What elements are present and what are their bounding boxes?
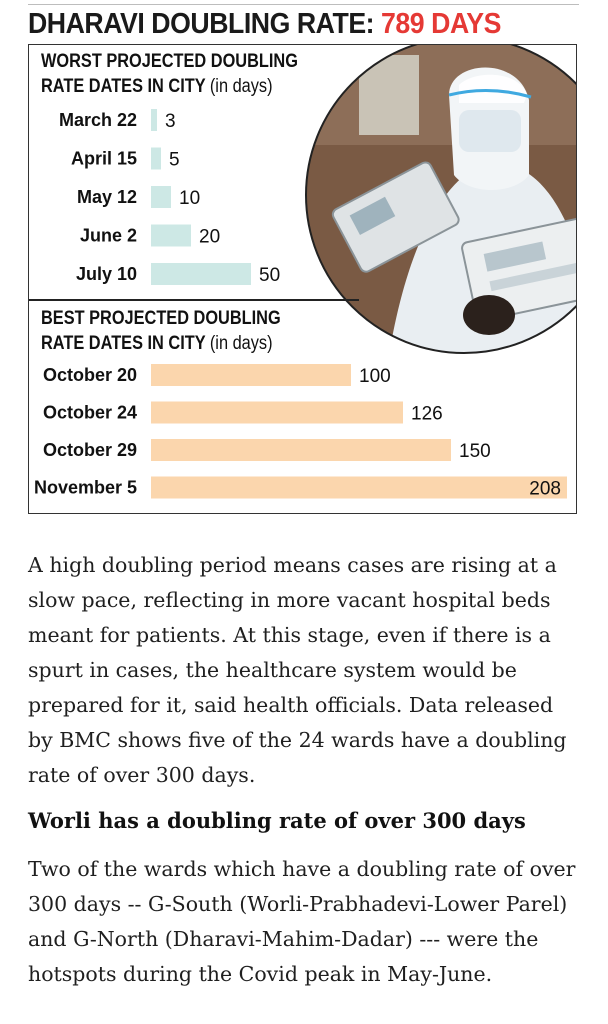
best-value-label: 150 xyxy=(459,441,491,462)
worst-value-label: 10 xyxy=(179,188,200,209)
best-bar xyxy=(151,364,351,386)
article-paragraph-1: A high doubling period means cases are r… xyxy=(28,553,567,787)
best-value-label: 208 xyxy=(529,479,561,500)
best-value-label: 100 xyxy=(359,366,391,387)
best-chart-unit: (in days) xyxy=(209,333,273,354)
worst-chart-unit: (in days) xyxy=(209,76,273,97)
best-bar xyxy=(151,401,403,424)
article-subheading: Worli has a doubling rate of over 300 da… xyxy=(28,808,526,833)
worst-value-label: 50 xyxy=(259,265,280,286)
best-category-label: October 29 xyxy=(43,440,137,460)
infographic-panel: WORST PROJECTED DOUBLING RATE DATES IN C… xyxy=(28,44,577,514)
headline-highlight: 789 DAYS xyxy=(381,8,501,40)
best-value-label: 126 xyxy=(411,404,443,425)
headline-prefix: DHARAVI DOUBLING RATE: xyxy=(28,8,382,40)
worst-value-label: 20 xyxy=(199,227,220,248)
worst-bar xyxy=(151,147,161,170)
best-bar xyxy=(151,476,567,499)
worst-bar xyxy=(151,109,157,131)
worst-bar xyxy=(151,224,191,247)
worst-value-label: 3 xyxy=(165,111,176,132)
worst-category-label: May 12 xyxy=(77,187,137,207)
worst-category-label: July 10 xyxy=(76,264,137,284)
best-chart-title-line2: RATE DATES IN CITY xyxy=(41,333,206,354)
best-category-label: October 24 xyxy=(43,403,137,423)
best-category-label: October 20 xyxy=(43,365,137,385)
top-rule xyxy=(28,4,579,5)
worst-category-label: April 15 xyxy=(71,149,137,169)
worst-chart-title-line1: WORST PROJECTED DOUBLING xyxy=(41,51,298,72)
worst-category-label: March 22 xyxy=(59,110,137,130)
bar-charts: March 22 3 April 15 5 May 12 10 June 2 20 July 1… xyxy=(34,109,567,500)
worst-chart-title: WORST PROJECTED DOUBLING RATE DATES IN C… xyxy=(41,49,298,99)
worst-chart-title-line2: RATE DATES IN CITY xyxy=(41,76,206,97)
best-bar xyxy=(151,439,451,461)
health-worker-photo xyxy=(305,45,576,354)
best-chart-title-line1: BEST PROJECTED DOUBLING xyxy=(41,308,281,329)
section-divider xyxy=(29,299,359,301)
worst-bar xyxy=(151,186,171,208)
best-category-label: November 5 xyxy=(34,478,137,498)
worst-bar xyxy=(151,263,251,285)
worst-category-label: June 2 xyxy=(80,226,137,246)
worst-value-label: 5 xyxy=(169,150,180,171)
best-chart-title: BEST PROJECTED DOUBLING RATE DATES IN CI… xyxy=(41,306,281,356)
article-paragraph-2: Two of the wards which have a doubling r… xyxy=(28,857,576,986)
infographic-headline: DHARAVI DOUBLING RATE: 789 DAYS xyxy=(28,2,536,46)
